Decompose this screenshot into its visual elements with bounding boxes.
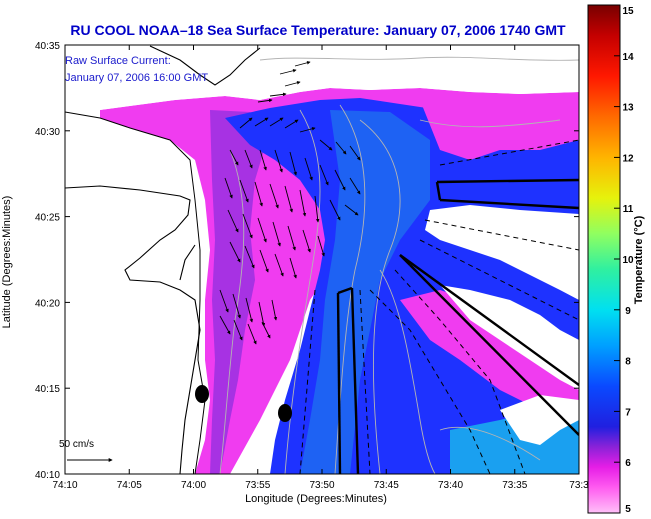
sst-offshore-warm-patch-2 — [400, 290, 579, 420]
y-tick-label: 40:10 — [35, 470, 60, 481]
sst-mid-region — [210, 110, 270, 474]
x-tick-label: 73:3 — [569, 480, 589, 491]
colorbar-tick-label: 13 — [622, 103, 634, 114]
coastline — [65, 45, 261, 474]
x-tick-label: 73:55 — [245, 480, 270, 491]
colorbar-tick-label: 12 — [622, 153, 634, 164]
y-axis: 40:35 40:30 40:25 40:20 40:15 40:10 — [35, 41, 579, 481]
cloud-mask-upper-right — [425, 205, 579, 300]
x-axis: 74:10 74:05 74:00 73:55 73:50 73:45 73:40 73:35… — [52, 45, 589, 491]
plot-area — [65, 45, 579, 474]
surface-current-vectors — [219, 61, 361, 345]
colorbar-tick-label: 15 — [622, 6, 634, 17]
y-tick-label: 40:15 — [35, 384, 60, 395]
shipping-lane-dashed — [299, 139, 579, 474]
y-tick-label: 40:25 — [35, 213, 60, 224]
x-tick-label: 73:40 — [438, 480, 463, 491]
colorbar-tick-label: 8 — [625, 357, 631, 368]
sst-offshore-warm-patch — [420, 96, 579, 160]
x-tick-label: 73:45 — [374, 480, 399, 491]
scale-label: 50 cm/s — [59, 439, 94, 450]
station-marker-1 — [195, 385, 209, 403]
x-tick-label: 73:35 — [502, 480, 527, 491]
colorbar-tick-label: 9 — [625, 306, 631, 317]
colorbar-tick-label: 5 — [625, 504, 631, 515]
colorbar-tick-label: 6 — [625, 458, 631, 469]
colorbar-tick-label: 10 — [622, 255, 634, 266]
colorbar-tick-label: 11 — [623, 204, 634, 215]
colorbar-ticks: 15 14 13 12 11 10 9 8 7 6 5 — [614, 4, 634, 515]
figure-title: RU COOL NOAA–18 Sea Surface Temperature:… — [70, 22, 566, 38]
colorbar-tick-label: 14 — [622, 52, 634, 63]
sst-coolest-region — [300, 110, 430, 474]
cloud-mask-lower-right — [500, 395, 579, 445]
colorbar-tick-label: 7 — [625, 407, 631, 418]
station-marker-2 — [278, 404, 292, 422]
current-legend-line1: Raw Surface Current: — [65, 55, 171, 67]
y-tick-label: 40:30 — [35, 127, 60, 138]
x-tick-label: 74:00 — [181, 480, 206, 491]
cloud-mask-right-middle — [440, 285, 579, 390]
y-axis-label: Latitude (Degrees:Minutes) — [1, 196, 13, 329]
zone-boundaries-solid — [336, 178, 579, 474]
colorbar-label: Temperature (°C) — [633, 215, 645, 304]
current-legend-line2: January 07, 2006 16:00 GMT — [65, 72, 208, 84]
x-tick-label: 74:05 — [117, 480, 142, 491]
x-tick-label: 74:10 — [52, 480, 77, 491]
cloud-mask-top-white — [65, 45, 579, 112]
x-tick-label: 73:50 — [309, 480, 334, 491]
land-mass — [65, 111, 206, 474]
y-tick-label: 40:35 — [35, 41, 60, 52]
x-axis-label: Longitude (Degrees:Minutes) — [245, 493, 387, 505]
y-tick-label: 40:20 — [35, 298, 60, 309]
